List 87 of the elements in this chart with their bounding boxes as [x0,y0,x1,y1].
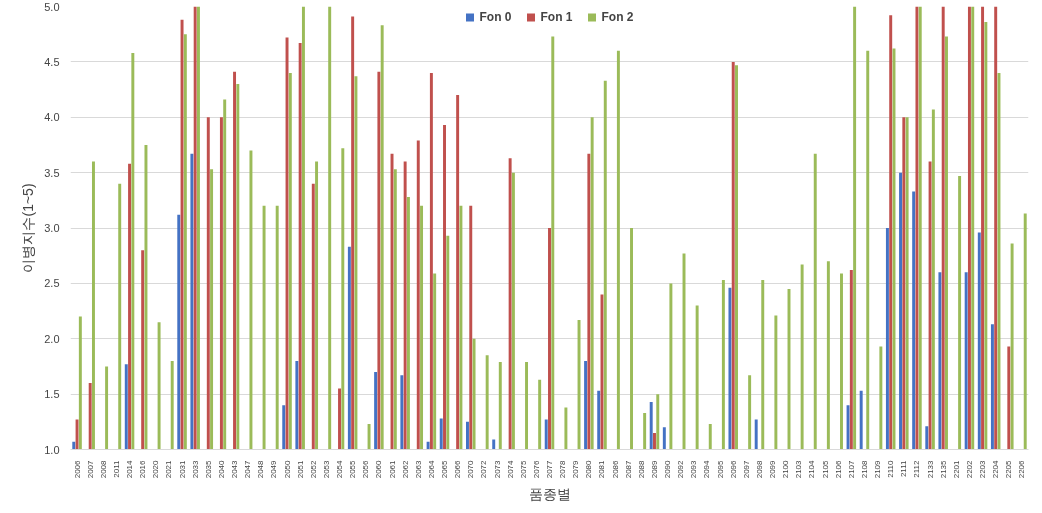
x-tick-label: 2065 [440,459,450,479]
x-tick-label: 2040 [216,459,226,479]
x-tick-label: 2204 [991,459,1001,479]
legend-label: Fon 2 [601,10,634,24]
x-tick-label: 2103 [794,459,804,479]
x-tick-label: 2074 [505,459,515,479]
x-tick-label: 2054 [335,459,345,479]
x-tick-label: 2090 [663,459,673,479]
x-tick-label: 2075 [518,459,528,479]
x-tick-label: 2094 [702,459,712,479]
x-tick-label: 2053 [321,459,331,479]
x-tick-label: 2080 [584,459,594,479]
x-tick-label: 2020 [151,459,161,479]
x-tick-label: 2033 [190,459,200,479]
x-tick-label: 2095 [715,459,725,479]
x-tick-label: 2043 [230,459,240,479]
y-tick-label: 4.5 [44,55,60,68]
x-tick-label: 2052 [308,459,318,479]
x-tick-label: 2206 [1017,459,1027,479]
x-tick-label: 2031 [177,459,187,479]
x-tick-label: 2047 [243,459,253,479]
x-tick-label: 2016 [138,459,148,479]
x-tick-label: 2078 [558,459,568,479]
x-axis-title: 품종별 [528,486,571,503]
x-tick-label: 2014 [125,459,135,479]
x-tick-label: 2021 [164,459,174,479]
x-tick-label: 2112 [912,459,922,478]
x-tick-label: 2081 [597,459,607,479]
x-tick-label: 2089 [649,459,659,479]
x-tick-label: 2062 [400,459,410,479]
x-tick-label: 2202 [964,459,974,479]
x-tick-label: 2133 [925,459,935,479]
x-tick-label: 2108 [859,459,869,479]
x-tick-label: 2056 [361,459,371,479]
x-tick-label: 2072 [479,459,489,479]
x-tick-label: 2008 [98,459,108,479]
x-tick-label: 2088 [636,459,646,479]
y-tick-label: 1.5 [44,388,60,401]
x-tick-label: 2100 [781,459,791,479]
y-tick-label: 3.0 [44,222,60,234]
x-tick-label: 2073 [492,459,502,479]
x-tick-label: 2048 [256,459,266,479]
x-tick-label: 2097 [741,459,751,479]
x-tick-label: 2060 [374,459,384,479]
x-tick-label: 2061 [387,459,397,479]
x-tick-label: 2106 [833,459,843,479]
x-tick-label: 2109 [873,459,883,479]
x-tick-label: 2064 [426,459,436,479]
x-tick-label: 2063 [413,459,423,479]
x-tick-label: 2096 [728,459,738,479]
x-tick-label: 2011 [111,459,121,478]
x-tick-label: 2051 [295,459,305,479]
x-tick-label: 2006 [72,459,82,479]
y-tick-label: 2.0 [44,332,60,345]
x-tick-label: 2087 [623,459,633,479]
legend-label: Fon 1 [540,10,573,24]
y-tick-label: 3.5 [44,166,60,179]
x-tick-label: 2079 [571,459,581,479]
y-tick-label: 5.0 [44,0,60,13]
legend-label: Fon 0 [479,10,512,24]
x-tick-label: 2007 [85,459,95,479]
x-tick-label: 2086 [610,459,620,479]
y-tick-label: 2.5 [44,277,60,290]
y-tick-label: 4.0 [44,111,60,124]
x-tick-label: 2093 [689,459,699,479]
x-tick-label: 2098 [754,459,764,479]
x-tick-label: 2107 [846,459,856,479]
x-tick-label: 2110 [886,459,896,478]
x-tick-label: 2135 [938,459,948,479]
y-tick-label: 1.0 [44,443,60,456]
x-tick-label: 2066 [453,459,463,479]
x-tick-label: 2099 [768,459,778,479]
x-tick-label: 2201 [951,459,961,479]
x-tick-label: 2092 [676,459,686,479]
x-tick-label: 2049 [269,459,279,479]
x-tick-label: 2105 [820,459,830,479]
x-tick-label: 2070 [466,459,476,479]
x-tick-label: 2111 [899,459,909,478]
x-tick-label: 2050 [282,459,292,479]
x-tick-label: 2035 [203,459,213,479]
x-tick-label: 2203 [978,459,988,479]
x-tick-label: 2076 [531,459,541,479]
y-axis-title: 이병지수(1~5) [20,183,37,273]
x-tick-label: 2104 [807,459,817,479]
x-tick-label: 2055 [348,459,358,479]
x-tick-label: 2077 [545,459,554,479]
x-tick-label: 2205 [1004,459,1014,479]
